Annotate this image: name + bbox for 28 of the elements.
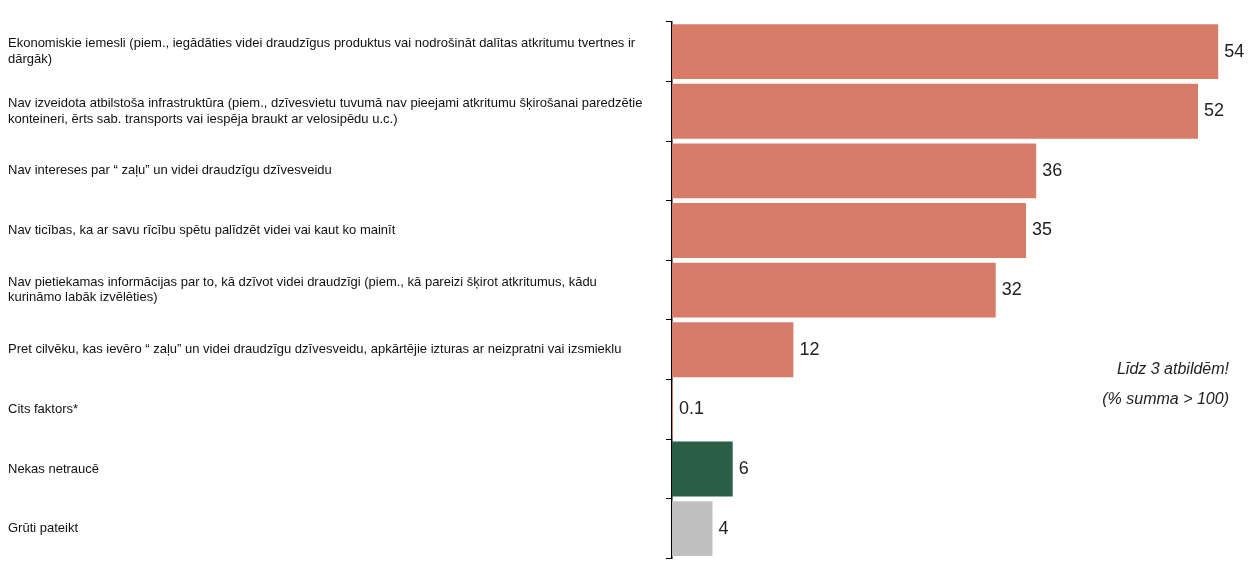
data-label: 32 xyxy=(1001,279,1022,300)
data-label: 4 xyxy=(718,517,729,538)
data-label: 36 xyxy=(1042,159,1063,180)
y-tick-label: Ekonomiskie iemesli (piem., iegādāties videi draudzīgus produktus vai nodrošināt dalītas atkritumu tvertnes ir dārgāk) xyxy=(8,35,636,66)
y-tick-label: Nav intereses par “ zaļu” un videi draudzīgu dzīvesveidu xyxy=(8,162,332,178)
data-label: 54 xyxy=(1224,40,1245,61)
annotation: Līdz 3 atbildēm! xyxy=(1116,360,1230,378)
data-label: 35 xyxy=(1032,219,1053,240)
bar xyxy=(672,501,713,557)
y-tick-label: Cits faktors* xyxy=(8,400,79,416)
bar xyxy=(672,203,1027,258)
annotation: (% summa > 100) xyxy=(1102,390,1229,408)
bar xyxy=(672,143,1037,199)
bar xyxy=(672,441,733,497)
y-tick-label: Nav pietiekamas informācijas par to, kā dzīvot videi draudzīgi (piem., kā pareizi šķirot atkritumus, kādu kurināmo labāk izvēlēties) xyxy=(8,273,597,305)
data-label: 0.1 xyxy=(679,398,705,419)
bar xyxy=(672,262,996,318)
data-label: 6 xyxy=(738,457,749,478)
bar xyxy=(672,83,1198,139)
y-tick-label: Pret cilvēku, kas ievēro “ zaļu” un videi draudzīgu dzīvesveidu, apkārtējie izturas ar neizpratni vai izsmieklu xyxy=(8,341,622,357)
y-tick-label: Nekas netraucē xyxy=(8,460,100,476)
data-label: 12 xyxy=(799,338,820,359)
bar xyxy=(672,322,794,378)
bar xyxy=(672,24,1219,80)
y-tick-label: Grūti pateikt xyxy=(8,520,79,536)
data-label: 52 xyxy=(1204,100,1225,121)
y-tick-label: Nav ticības, ka ar savu rīcību spētu palīdzēt videi vai kaut ko mainīt xyxy=(8,222,396,238)
y-tick-label: Nav izveidota atbilstoša infrastruktūra (piem., dzīvesvietu tuvumā nav pieejami atkritumu šķirošanai paredzētie konteineri, ērts sab. transports vai iespēja braukt ar velosipēdu u.c.) xyxy=(8,95,643,126)
